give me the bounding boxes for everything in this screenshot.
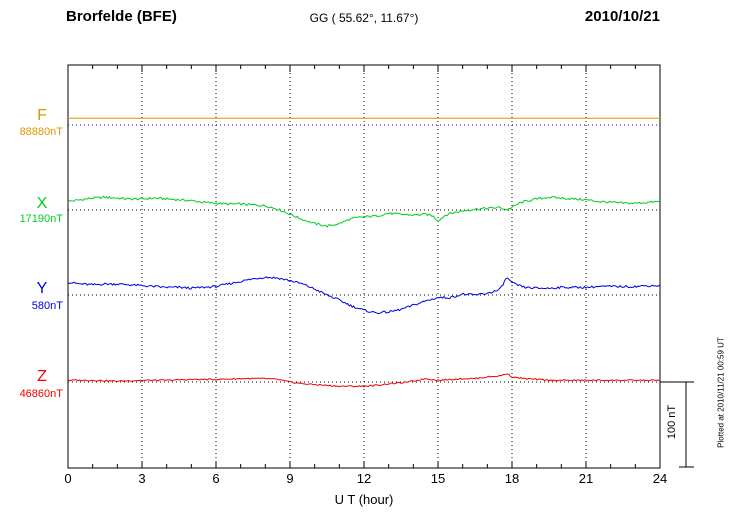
series-baseline-y: 580nT <box>31 300 63 312</box>
trace-Y <box>67 276 661 315</box>
trace-X <box>67 195 661 228</box>
x-tick-label: 0 <box>64 471 72 486</box>
series-label-z: Z <box>37 368 47 385</box>
x-tick-label: 6 <box>212 471 220 486</box>
plotted-at-note: Plotted at 2010/11/21 00:59 UT <box>716 337 726 448</box>
series-baseline-z: 46860nT <box>19 388 63 400</box>
plot-date: 2010/10/21 <box>584 8 660 25</box>
series-baseline-x: 17190nT <box>19 213 63 225</box>
station-title: Brorfelde (BFE) <box>66 8 177 25</box>
x-tick-label: 3 <box>138 471 146 486</box>
x-axis-label: U T (hour) <box>334 492 394 507</box>
series-label-f: F <box>37 107 47 124</box>
x-tick-label: 9 <box>286 471 294 486</box>
x-tick-label: 18 <box>504 471 520 486</box>
series-baseline-f: 88880nT <box>19 126 63 138</box>
series-label-y: Y <box>36 280 48 297</box>
scale-bar-label: 100 nT <box>666 404 678 440</box>
x-tick-label: 21 <box>578 471 594 486</box>
x-tick-label: 12 <box>356 471 372 486</box>
trace-Z <box>67 373 661 388</box>
geographic-coordinates: GG ( 55.62°, 11.67°) <box>309 11 419 25</box>
x-tick-label: 24 <box>652 471 668 486</box>
x-tick-label: 15 <box>430 471 446 486</box>
series-label-x: X <box>36 195 48 212</box>
